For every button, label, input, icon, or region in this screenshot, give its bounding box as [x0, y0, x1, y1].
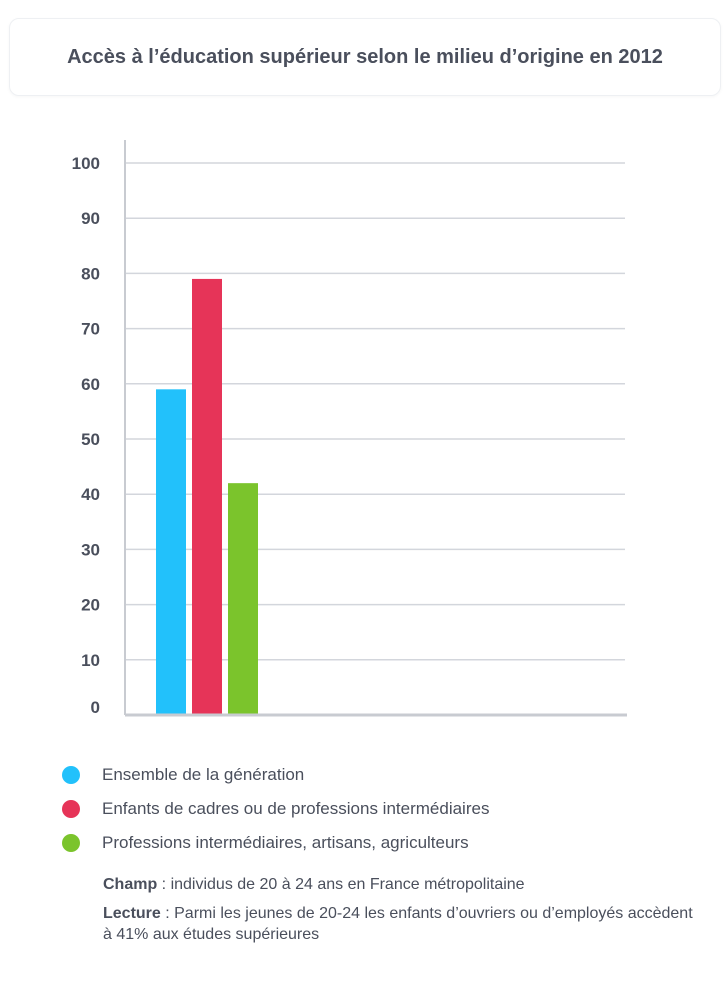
title-card: Accès à l’éducation supérieur selon le m…: [9, 18, 721, 96]
legend-item: Enfants de cadres ou de professions inte…: [62, 792, 702, 826]
bar-chart: 0 10 20 30 40 50 60 70 80 90 100: [72, 140, 627, 717]
y-tick-label: 10: [81, 651, 100, 670]
bar: [192, 278, 222, 714]
y-tick-label: 20: [81, 596, 100, 615]
y-tick-label: 30: [81, 540, 100, 559]
legend-label: Professions intermédiaires, artisans, ag…: [102, 833, 469, 852]
bar: [156, 389, 186, 714]
legend-label: Enfants de cadres ou de professions inte…: [102, 799, 490, 818]
note-label: Lecture: [103, 905, 161, 922]
chart-notes: Champ : individus de 20 à 24 ans en Fran…: [103, 874, 703, 953]
note-label: Champ: [103, 876, 158, 893]
y-tick-label: 0: [91, 698, 100, 717]
y-tick-label: 70: [81, 320, 100, 339]
note-lecture: Lecture : Parmi les jeunes de 20-24 les …: [103, 903, 703, 945]
y-tick-label: 60: [81, 375, 100, 394]
chart-title: Accès à l’éducation supérieur selon le m…: [67, 45, 663, 68]
y-tick-label: 40: [81, 485, 100, 504]
y-tick-label: 100: [72, 154, 100, 173]
legend-item: Professions intermédiaires, artisans, ag…: [62, 826, 702, 860]
legend-swatch-professions: [62, 834, 80, 852]
legend-label: Ensemble de la génération: [102, 765, 305, 784]
note-text: : Parmi les jeunes de 20-24 les enfants …: [103, 905, 693, 943]
legend-swatch-ensemble: [62, 766, 80, 784]
y-tick-label: 80: [81, 264, 100, 283]
y-tick-label: 50: [81, 430, 100, 449]
bar: [228, 483, 258, 714]
legend-item: Ensemble de la génération: [62, 758, 702, 792]
y-tick-label: 90: [81, 209, 100, 228]
note-champ: Champ : individus de 20 à 24 ans en Fran…: [103, 874, 703, 895]
legend: Ensemble de la génération Enfants de cad…: [62, 758, 702, 860]
note-text: : individus de 20 à 24 ans en France mét…: [157, 876, 525, 893]
legend-swatch-cadres: [62, 800, 80, 818]
